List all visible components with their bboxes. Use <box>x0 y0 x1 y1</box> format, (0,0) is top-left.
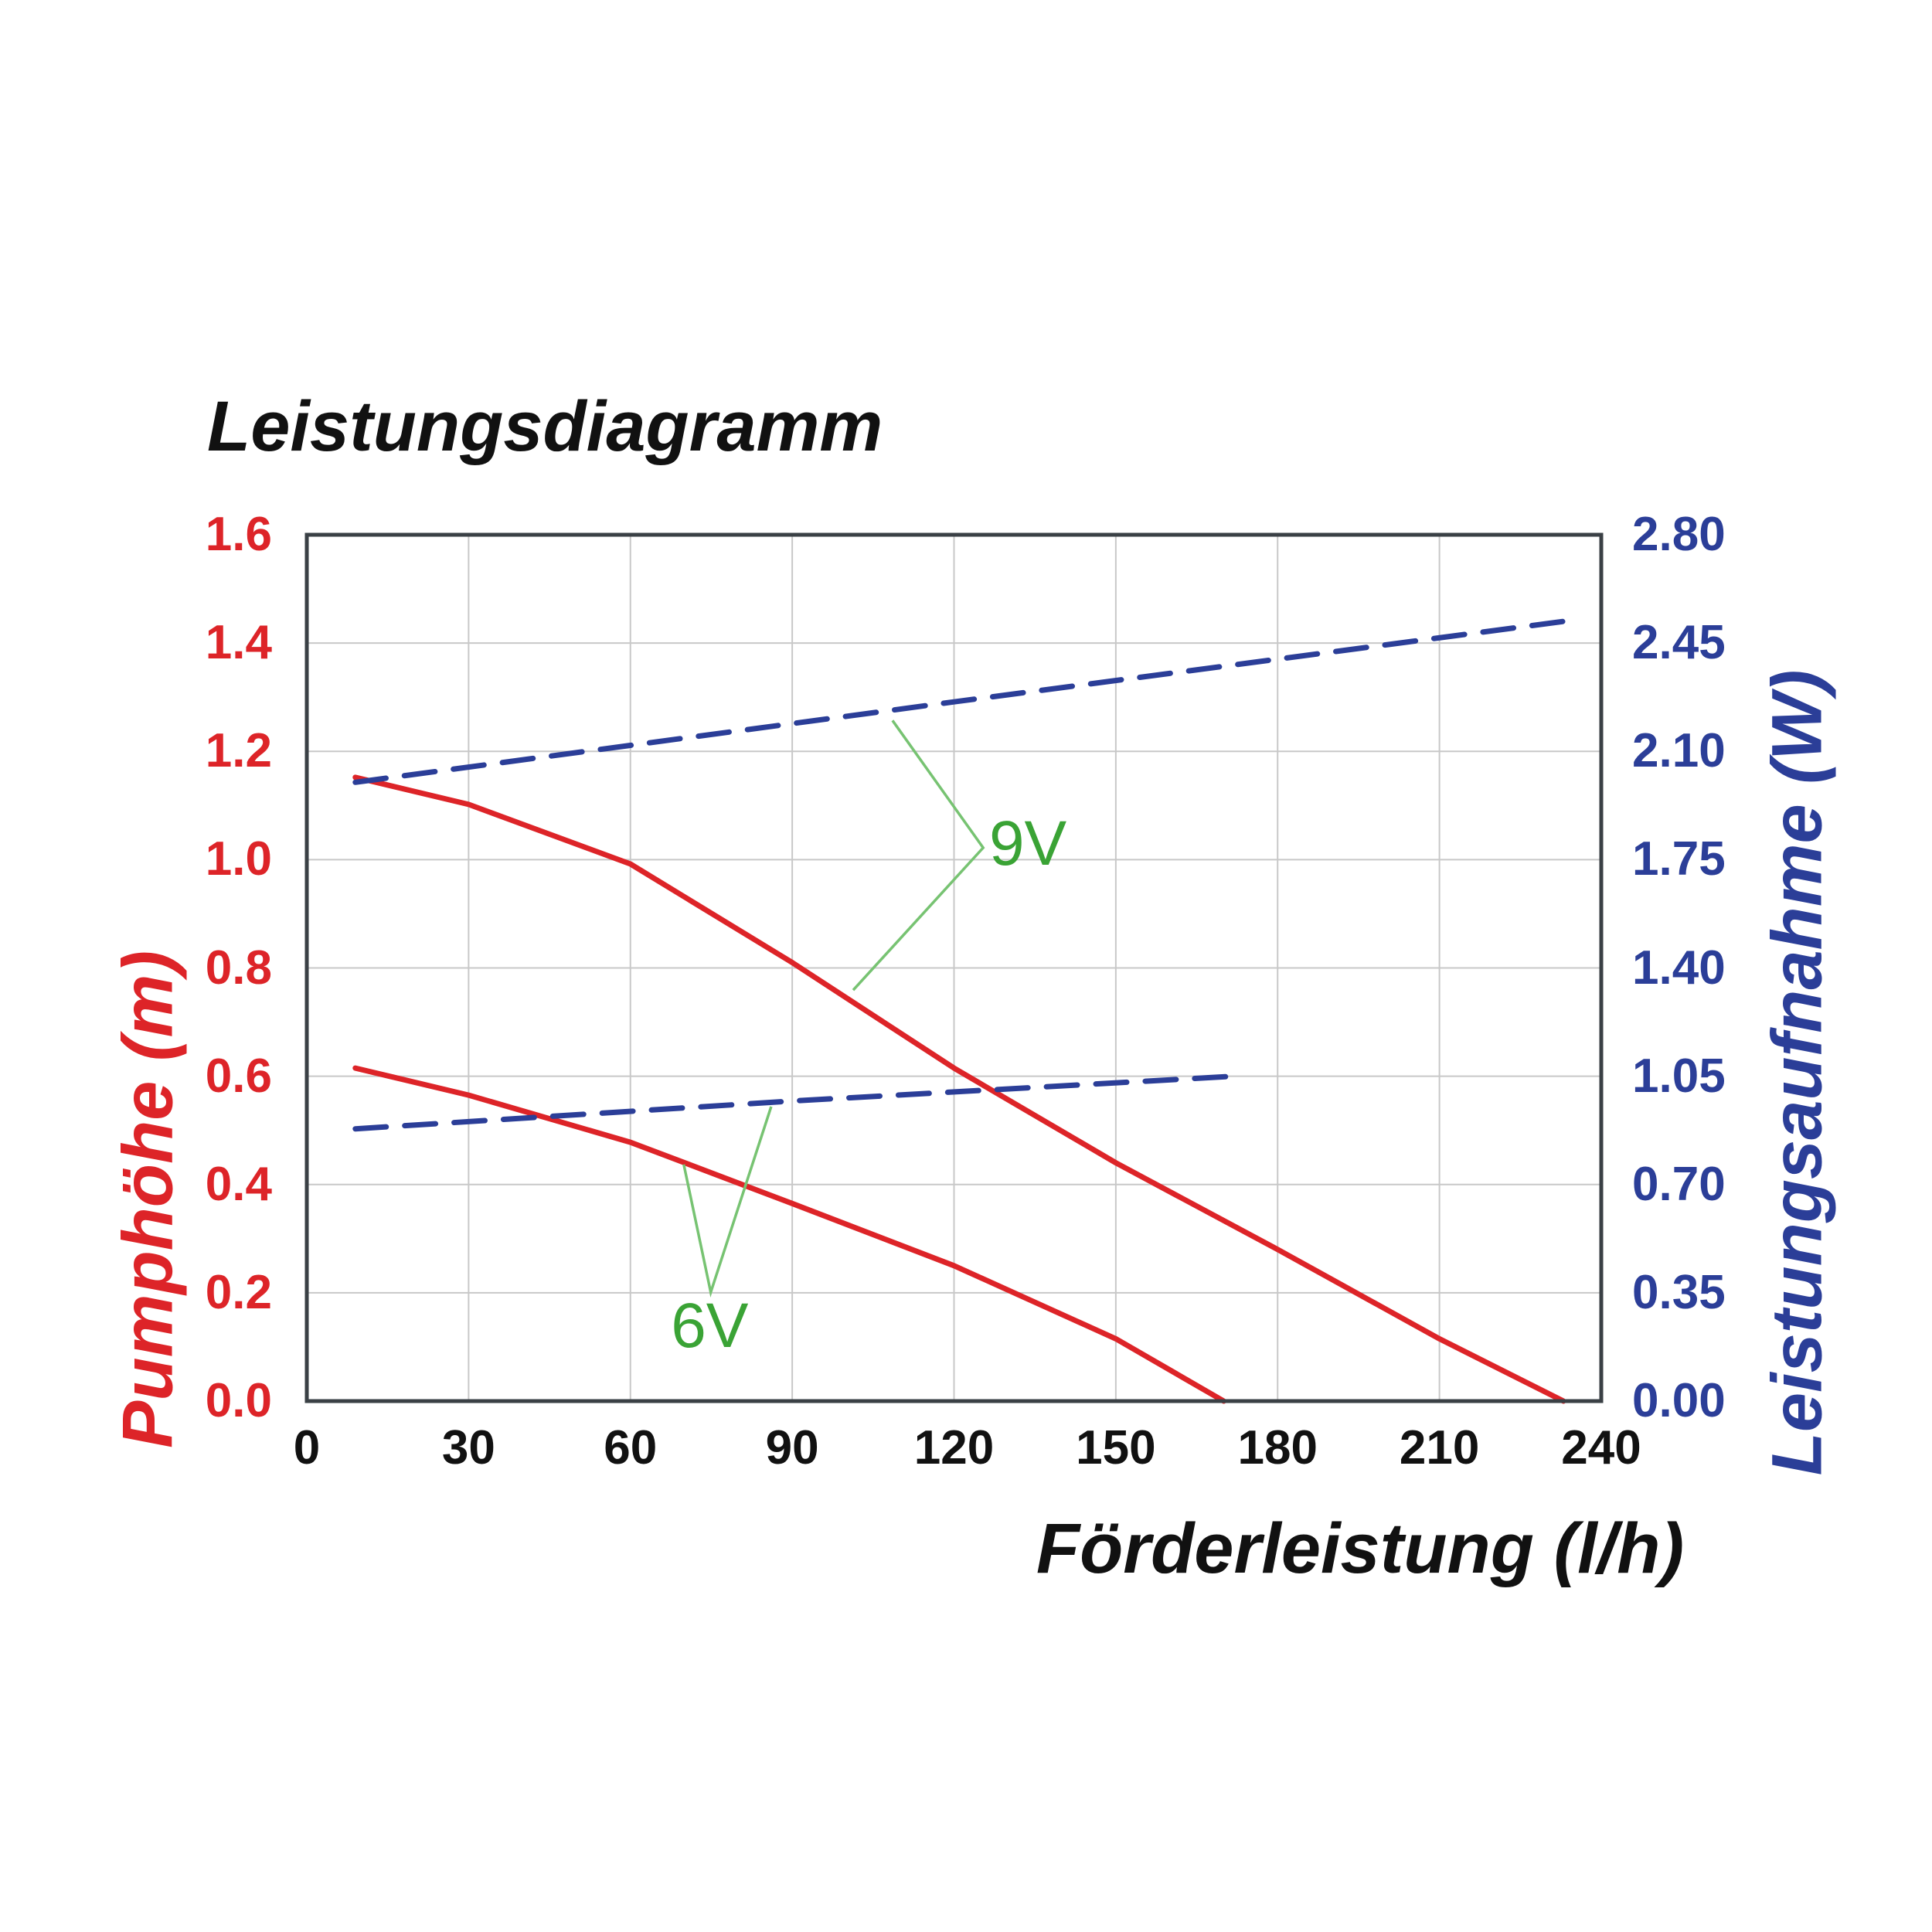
series-9V-power <box>352 618 1566 785</box>
data-series <box>352 618 1566 1404</box>
voltage-label-9V: 9V <box>988 808 1067 879</box>
pointer-9V <box>852 719 985 992</box>
x-tick-180: 180 <box>1237 1421 1318 1475</box>
y-left-tick-1.4: 1.4 <box>205 616 272 670</box>
voltage-label-6V: 6V <box>671 1291 749 1362</box>
y-right-tick-0.00: 0.00 <box>1632 1374 1726 1427</box>
y-left-tick-1.6: 1.6 <box>205 508 272 561</box>
y-right-tick-2.10: 2.10 <box>1632 724 1726 778</box>
pointer-6V <box>682 1106 773 1298</box>
series-9V-head <box>352 774 1566 1404</box>
annotation-pointers <box>682 719 985 1298</box>
y-left-tick-0.4: 0.4 <box>205 1157 272 1211</box>
series-6V-head <box>352 1065 1226 1404</box>
x-axis-title: Förderleistung (l/h) <box>1036 1509 1685 1588</box>
y-left-tick-0.8: 0.8 <box>205 940 272 995</box>
x-tick-240: 240 <box>1561 1421 1641 1475</box>
x-tick-120: 120 <box>913 1421 995 1475</box>
x-tick-150: 150 <box>1076 1421 1156 1475</box>
x-tick-90: 90 <box>765 1421 819 1475</box>
x-tick-210: 210 <box>1399 1421 1480 1475</box>
y-left-tick-0.2: 0.2 <box>205 1265 272 1319</box>
x-tick-0: 0 <box>293 1421 321 1475</box>
y-right-tick-1.40: 1.40 <box>1632 940 1726 995</box>
series-6V-power <box>352 1073 1237 1132</box>
y-right-tick-2.45: 2.45 <box>1632 616 1726 670</box>
gridlines <box>307 535 1601 1401</box>
y-right-tick-1.05: 1.05 <box>1632 1049 1726 1103</box>
y-right-tick-2.80: 2.80 <box>1632 508 1726 561</box>
plot-border <box>304 532 1604 1403</box>
x-tick-60: 60 <box>604 1421 658 1475</box>
chart-title: Leistungsdiagramm <box>207 387 883 466</box>
y-left-tick-0.6: 0.6 <box>205 1049 272 1103</box>
y-right-tick-1.75: 1.75 <box>1632 832 1726 886</box>
y-left-tick-1.0: 1.0 <box>205 832 272 886</box>
y-left-tick-0.0: 0.0 <box>205 1374 272 1427</box>
y-left-tick-1.2: 1.2 <box>205 724 272 778</box>
x-tick-30: 30 <box>441 1421 495 1475</box>
y-right-tick-0.35: 0.35 <box>1632 1265 1726 1319</box>
y-right-tick-0.70: 0.70 <box>1632 1157 1726 1211</box>
